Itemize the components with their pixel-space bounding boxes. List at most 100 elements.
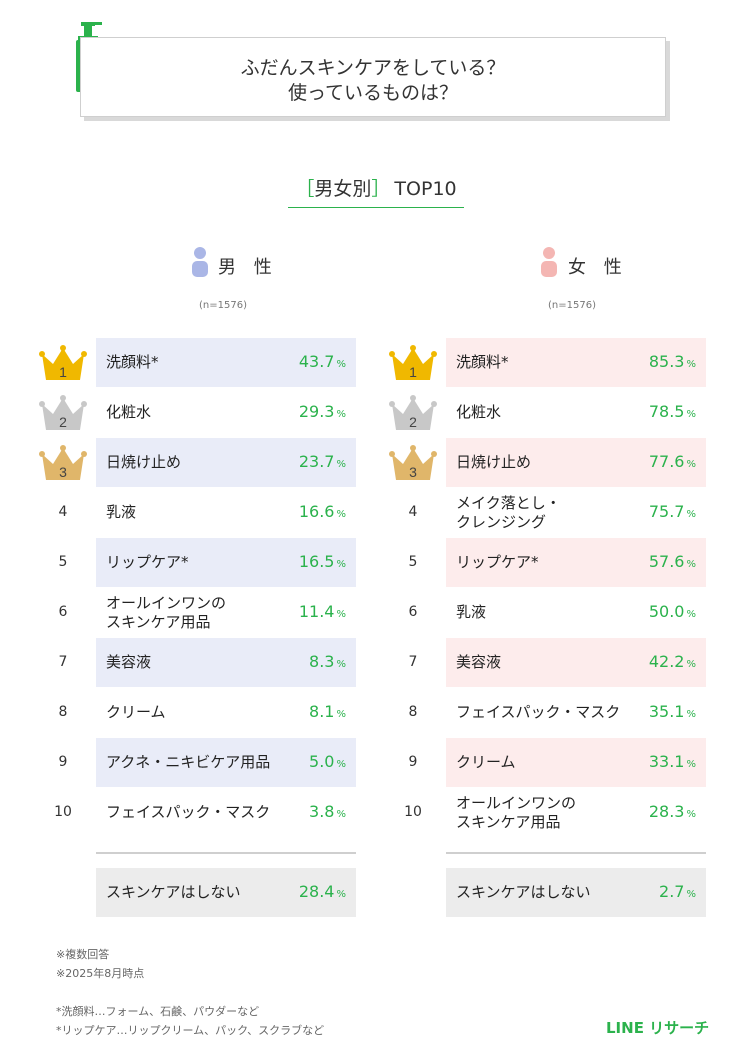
female-rank-number: 8 <box>408 704 418 720</box>
female-row-band <box>446 538 706 587</box>
male-item-label: リップケア* <box>106 553 189 571</box>
male-row-band <box>96 738 356 787</box>
male-item-value: 5.0% <box>309 752 346 771</box>
subtitle-text: 男女別 <box>314 178 372 200</box>
svg-text:3: 3 <box>59 464 67 480</box>
female-item-label: リップケア* <box>456 553 539 571</box>
male-rank-number: 6 <box>58 604 68 620</box>
male-item-label: フェイスパック・マスク <box>106 803 271 821</box>
female-item-value: 57.6% <box>648 552 696 571</box>
female-sample-size: (n=1576) <box>548 300 596 311</box>
female-row-band <box>446 338 706 387</box>
female-item-value: 42.2% <box>648 652 696 671</box>
male-no-skincare-label: スキンケアはしない <box>106 883 241 901</box>
male-item-value: 16.5% <box>298 552 346 571</box>
female-item-value: 77.6% <box>648 452 696 471</box>
female-row-band <box>446 738 706 787</box>
male-row-band <box>96 338 356 387</box>
male-row-band <box>96 438 356 487</box>
female-rank-number: 7 <box>408 654 418 670</box>
male-sample-size: (n=1576) <box>199 300 247 311</box>
subtitle-suffix: TOP10 <box>394 178 457 200</box>
footnote-multiple-answers: ※複数回答 <box>56 948 110 961</box>
female-divider <box>446 852 706 854</box>
female-item-label: オールインワンの スキンケア用品 <box>456 794 577 831</box>
male-divider <box>96 852 356 854</box>
female-rank-number: 6 <box>408 604 418 620</box>
subtitle-bracket-close: ］ <box>371 178 391 200</box>
male-item-label: アクネ・ニキビケア用品 <box>106 753 271 771</box>
male-item-value: 8.1% <box>309 702 346 721</box>
female-item-value: 33.1% <box>648 752 696 771</box>
male-row-band <box>96 538 356 587</box>
male-group-label: 男 性 <box>218 257 278 278</box>
title-line-1: ふだんスキンケアをしている？ <box>240 57 506 79</box>
female-item-label: 乳液 <box>456 603 487 621</box>
male-rank-number: 10 <box>54 804 72 820</box>
svg-text:2: 2 <box>409 414 417 430</box>
footnote-face-wash: *洗顔料…フォーム、石鹸、パウダーなど <box>56 1005 260 1018</box>
male-rank-number: 7 <box>58 654 68 670</box>
male-rank-number: 4 <box>58 504 68 520</box>
footnote-date: ※2025年8月時点 <box>56 967 145 980</box>
female-item-value: 50.0% <box>648 602 696 621</box>
male-item-value: 16.6% <box>298 502 346 521</box>
section-subtitle: ［男女別］ TOP10 <box>288 174 464 208</box>
male-item-value: 11.4% <box>298 602 346 621</box>
female-rank-number: 9 <box>408 754 418 770</box>
male-row-band <box>96 638 356 687</box>
female-group-label: 女 性 <box>568 257 628 278</box>
male-item-value: 8.3% <box>309 652 346 671</box>
female-item-label: メイク落とし・ クレンジング <box>456 494 561 531</box>
male-item-value: 23.7% <box>298 452 346 471</box>
female-item-value: 85.3% <box>648 352 696 371</box>
female-item-value: 28.3% <box>648 802 696 821</box>
svg-text:2: 2 <box>59 414 67 430</box>
female-item-value: 35.1% <box>648 702 696 721</box>
svg-text:1: 1 <box>409 364 417 380</box>
male-item-label: 乳液 <box>106 503 137 521</box>
svg-text:1: 1 <box>59 364 67 380</box>
male-item-value: 43.7% <box>298 352 346 371</box>
female-rank-number: 5 <box>408 554 418 570</box>
female-item-label: フェイスパック・マスク <box>456 703 621 721</box>
male-person-icon <box>190 246 210 282</box>
female-row-band <box>446 638 706 687</box>
male-item-label: 化粧水 <box>106 403 152 421</box>
subtitle-bracket-open: ［ <box>295 178 315 200</box>
male-no-skincare-value: 28.4% <box>298 882 346 901</box>
male-rank-number: 8 <box>58 704 68 720</box>
female-item-label: 美容液 <box>456 653 502 671</box>
female-rank-number: 4 <box>408 504 418 520</box>
male-item-value: 3.8% <box>309 802 346 821</box>
male-no-skincare-band <box>96 868 356 917</box>
male-rank-number: 5 <box>58 554 68 570</box>
female-no-skincare-label: スキンケアはしない <box>456 883 591 901</box>
title-line-2: 使っているものは？ <box>287 82 459 104</box>
female-item-value: 78.5% <box>648 402 696 421</box>
title-box <box>80 37 666 117</box>
male-item-label: 洗顔料* <box>106 353 159 371</box>
female-item-label: クリーム <box>456 753 516 771</box>
male-item-value: 29.3% <box>298 402 346 421</box>
female-item-label: 化粧水 <box>456 403 502 421</box>
male-item-label: クリーム <box>106 703 166 721</box>
male-crown-icon-1: 1 <box>38 344 88 388</box>
male-item-label: オールインワンの スキンケア用品 <box>106 594 227 631</box>
female-item-value: 75.7% <box>648 502 696 521</box>
footnote-lip-care: *リップケア…リップクリーム、パック、スクラブなど <box>56 1024 325 1037</box>
line-research-logo: LINE リサーチ <box>606 1019 710 1037</box>
female-crown-icon-1: 1 <box>388 344 438 388</box>
female-rank-number: 10 <box>404 804 422 820</box>
female-no-skincare-value: 2.7% <box>659 882 696 901</box>
female-crown-icon-2: 2 <box>388 394 438 438</box>
male-item-label: 美容液 <box>106 653 152 671</box>
male-item-label: 日焼け止め <box>106 453 182 471</box>
female-item-label: 日焼け止め <box>456 453 532 471</box>
female-no-skincare-band <box>446 868 706 917</box>
female-crown-icon-3: 3 <box>388 444 438 488</box>
male-rank-number: 9 <box>58 754 68 770</box>
female-row-band <box>446 438 706 487</box>
male-crown-icon-3: 3 <box>38 444 88 488</box>
female-item-label: 洗顔料* <box>456 353 509 371</box>
